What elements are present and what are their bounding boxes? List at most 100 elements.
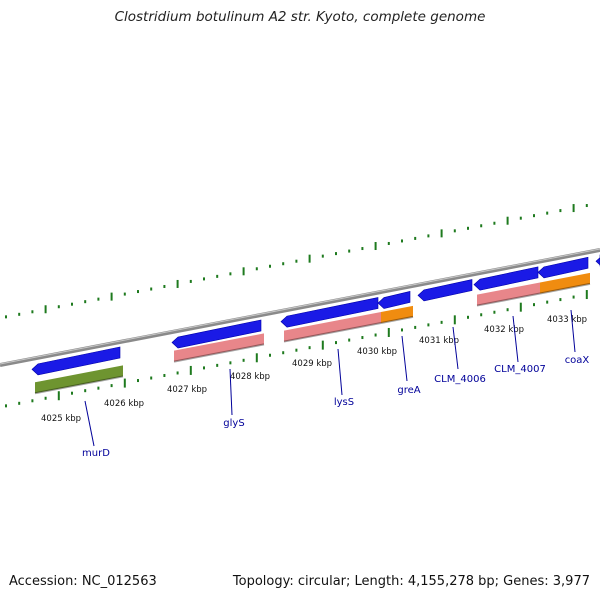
gene-bar-coaX-shadow <box>539 282 591 295</box>
outer-tick <box>308 254 311 263</box>
scale-label: 4033 kbp <box>547 315 587 325</box>
outer-tick <box>242 267 245 276</box>
inner-tick <box>519 302 522 312</box>
map-title: Clostridium botulinum A2 str. Kyoto, com… <box>114 9 486 25</box>
scale-label: 4025 kbp <box>41 414 81 424</box>
genome-summary-text: Topology: circular; Length: 4,155,278 bp… <box>232 574 590 589</box>
accession-text: Accession: NC_012563 <box>9 574 157 589</box>
inner-tick <box>401 328 403 332</box>
gene-label: CLM_4006 <box>434 374 486 385</box>
outer-tick-dots <box>5 204 588 319</box>
gene-leader-line <box>570 309 576 353</box>
inner-tick <box>427 323 430 327</box>
outer-tick <box>493 221 496 225</box>
gene-bar-murD <box>35 365 123 394</box>
genome-backbone <box>0 248 600 367</box>
outer-tick <box>44 305 47 314</box>
scale-label: 4029 kbp <box>292 359 332 369</box>
inner-tick <box>110 384 113 388</box>
outer-tick <box>123 292 126 296</box>
outer-tick <box>546 211 549 215</box>
outer-tick <box>348 249 351 253</box>
inner-tick <box>44 396 47 400</box>
gene-leader-line <box>229 368 233 416</box>
outer-tick <box>137 290 139 294</box>
outer-tick <box>533 214 535 218</box>
feature-track <box>31 254 600 395</box>
gene-bar-greA <box>381 305 413 323</box>
inner-tick <box>84 389 87 393</box>
outer-tick <box>374 242 377 251</box>
inner-tick <box>176 371 179 375</box>
outer-tick <box>97 297 100 301</box>
inner-tick <box>255 353 258 363</box>
outer-tick <box>467 226 469 230</box>
outer-tick <box>414 236 417 240</box>
outer-tick <box>440 229 443 238</box>
genome-backbone-highlight <box>0 248 600 365</box>
inner-tick <box>374 333 377 337</box>
inner-tick <box>467 315 469 319</box>
outer-tick <box>150 287 153 291</box>
inner-tick <box>282 351 285 355</box>
outer-tick <box>572 204 575 213</box>
outer-tick <box>427 234 430 238</box>
inner-tick <box>506 308 509 312</box>
outer-tick <box>163 284 166 288</box>
inner-tick <box>440 320 443 324</box>
inner-tick <box>216 363 219 367</box>
gene-bar-lysS-shadow <box>283 321 382 343</box>
outer-tick <box>71 302 73 306</box>
outer-tick <box>506 216 509 225</box>
cds-arrow <box>171 319 262 349</box>
outer-tick <box>110 292 113 301</box>
outer-tick <box>216 274 219 278</box>
inner-tick <box>335 341 337 345</box>
scale-label: 4028 kbp <box>230 372 270 382</box>
gene-bar-lysS <box>284 311 381 342</box>
gene-leader-line <box>337 348 343 396</box>
outer-tick <box>295 259 298 263</box>
inner-tick <box>18 401 21 405</box>
outer-tick <box>480 224 483 228</box>
gene-label: coaX <box>565 355 590 366</box>
inner-tick <box>493 310 496 314</box>
outer-tick <box>282 262 285 266</box>
inner-tick <box>163 373 166 377</box>
outer-tick <box>57 305 60 309</box>
inner-tick <box>572 295 575 299</box>
inner-tick <box>361 336 364 340</box>
gene-bar-greA-shadow <box>380 315 414 324</box>
inner-tick <box>137 379 139 383</box>
inner-tick <box>97 386 100 390</box>
gene-bar-clm4007-shadow <box>476 292 541 307</box>
inner-tick <box>559 298 562 302</box>
scale-label: 4027 kbp <box>167 385 207 395</box>
gene-bar-glyS-shadow <box>173 343 265 363</box>
outer-tick <box>5 315 7 319</box>
scale-label: 4031 kbp <box>419 336 459 346</box>
scale-label: 4030 kbp <box>357 347 397 357</box>
cds-arrow <box>595 254 600 267</box>
gene-label: lysS <box>334 397 354 408</box>
outer-tick <box>387 241 390 245</box>
inner-tick <box>229 361 232 365</box>
inner-tick <box>387 327 390 337</box>
outer-tick <box>335 252 337 256</box>
outer-tick <box>361 247 364 251</box>
inner-tick <box>348 338 351 342</box>
cds-arrow <box>31 346 121 376</box>
inner-tick <box>308 346 311 350</box>
inner-tick <box>31 399 34 403</box>
outer-tick <box>453 229 456 233</box>
gene-bar-murD-shadow <box>34 375 124 395</box>
gene-label: glyS <box>223 418 244 429</box>
inner-tick <box>546 300 549 304</box>
inner-tick <box>269 353 271 357</box>
inner-tick <box>453 315 456 325</box>
outer-tick <box>189 279 192 283</box>
cds-arrow <box>537 256 589 279</box>
outer-tick <box>321 254 324 258</box>
inner-tick <box>533 303 535 307</box>
inner-tick <box>585 290 588 300</box>
